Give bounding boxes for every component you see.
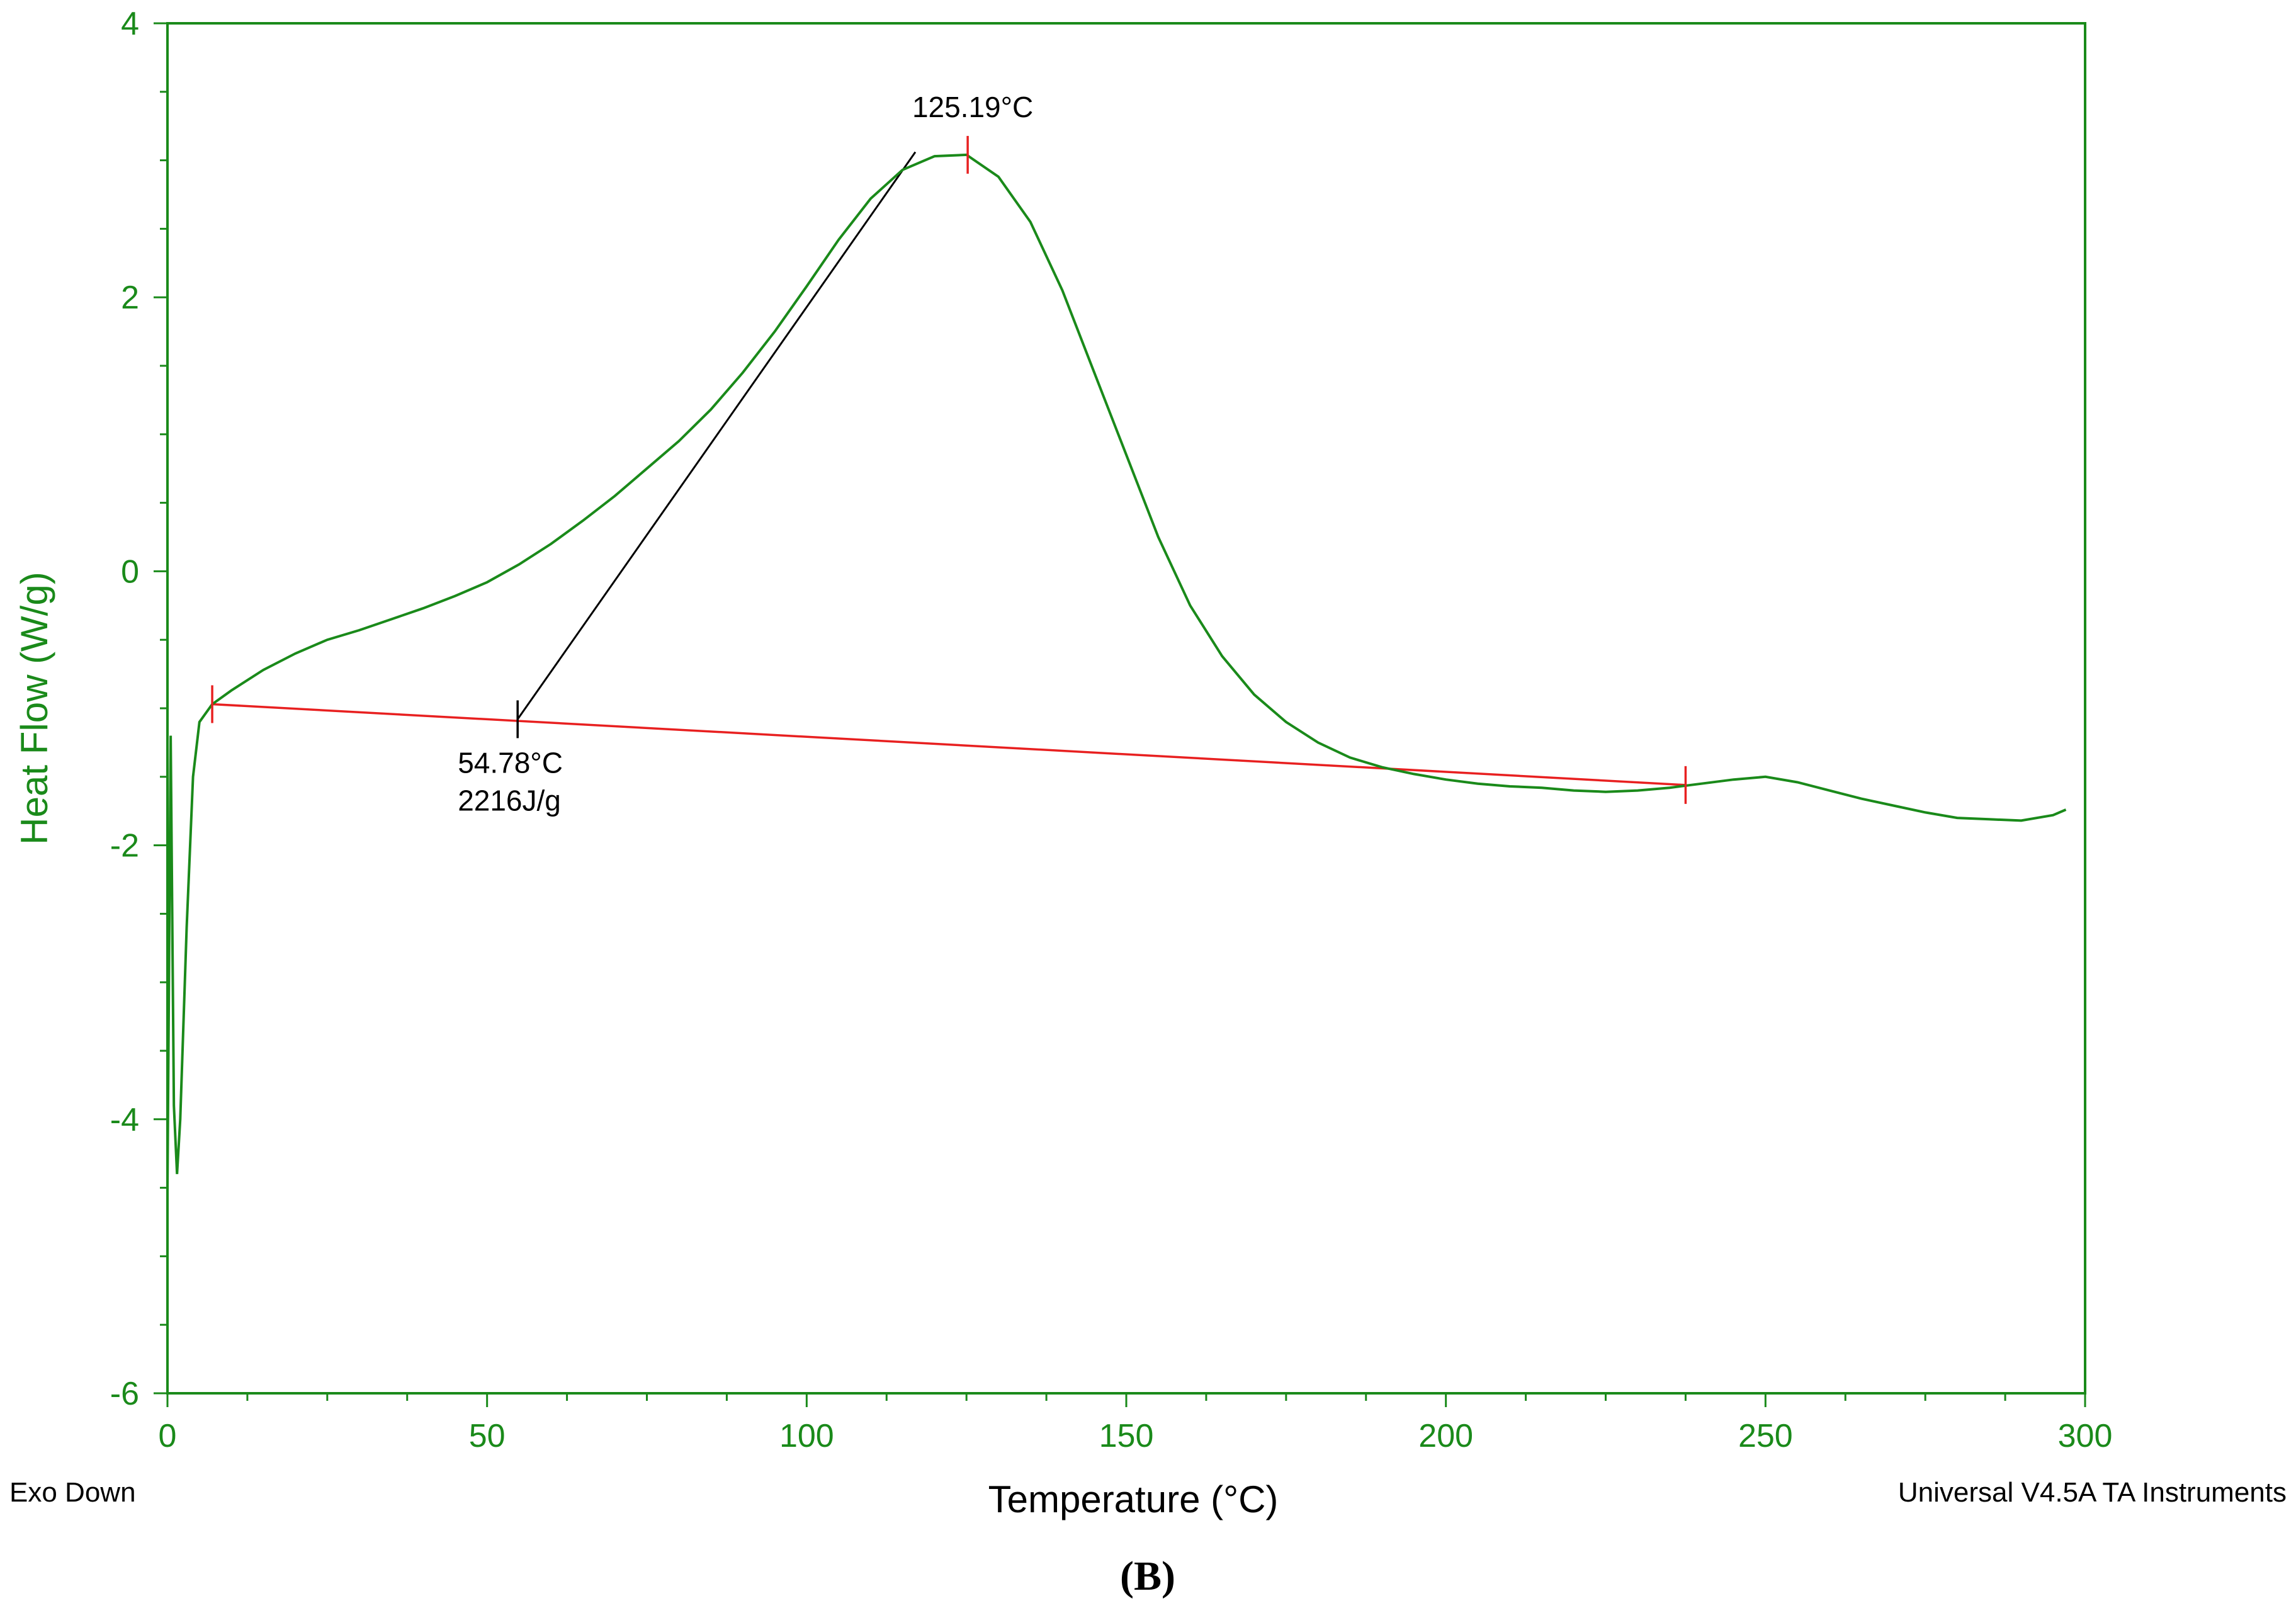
x-axis-tick-labels: 0 50 100 150 200 250 300 <box>159 1418 2113 1454</box>
x-tick-label: 0 <box>159 1418 177 1454</box>
plot-frame <box>166 22 2086 1395</box>
y-tick-label: -6 <box>110 1376 139 1412</box>
x-axis-ticks <box>166 1393 2086 1407</box>
integration-baseline <box>212 703 1686 786</box>
onset-temperature-label: 54.78°C <box>458 746 563 779</box>
x-tick-label: 100 <box>779 1418 834 1454</box>
y-axis-tick-labels: -6 -4 -2 0 2 4 <box>110 6 139 1412</box>
panel-label: (B) <box>1120 1553 1175 1599</box>
y-tick-label: 4 <box>121 6 139 42</box>
software-version-label: Universal V4.5A TA Instruments <box>1898 1477 2287 1508</box>
x-tick-label: 300 <box>2058 1418 2113 1454</box>
y-axis-ticks <box>154 22 167 1395</box>
x-tick-label: 150 <box>1099 1418 1154 1454</box>
x-tick-label: 200 <box>1418 1418 1473 1454</box>
peak-temperature-label: 125.19°C <box>912 91 1033 123</box>
y-tick-label: -4 <box>110 1102 139 1138</box>
onset-tangent-line <box>516 151 917 720</box>
x-axis-title: Temperature (°C) <box>988 1478 1279 1520</box>
y-axis-title: Heat Flow (W/g) <box>13 572 55 844</box>
x-tick-label: 50 <box>469 1418 506 1454</box>
exo-direction-label: Exo Down <box>9 1477 136 1508</box>
y-tick-label: -2 <box>110 828 139 864</box>
enthalpy-label: 2216J/g <box>458 784 561 817</box>
y-tick-label: 0 <box>121 553 139 590</box>
curve-markers <box>211 135 1687 804</box>
heat-flow-series-line <box>166 153 2067 1188</box>
x-tick-label: 250 <box>1738 1418 1793 1454</box>
y-tick-label: 2 <box>121 280 139 316</box>
